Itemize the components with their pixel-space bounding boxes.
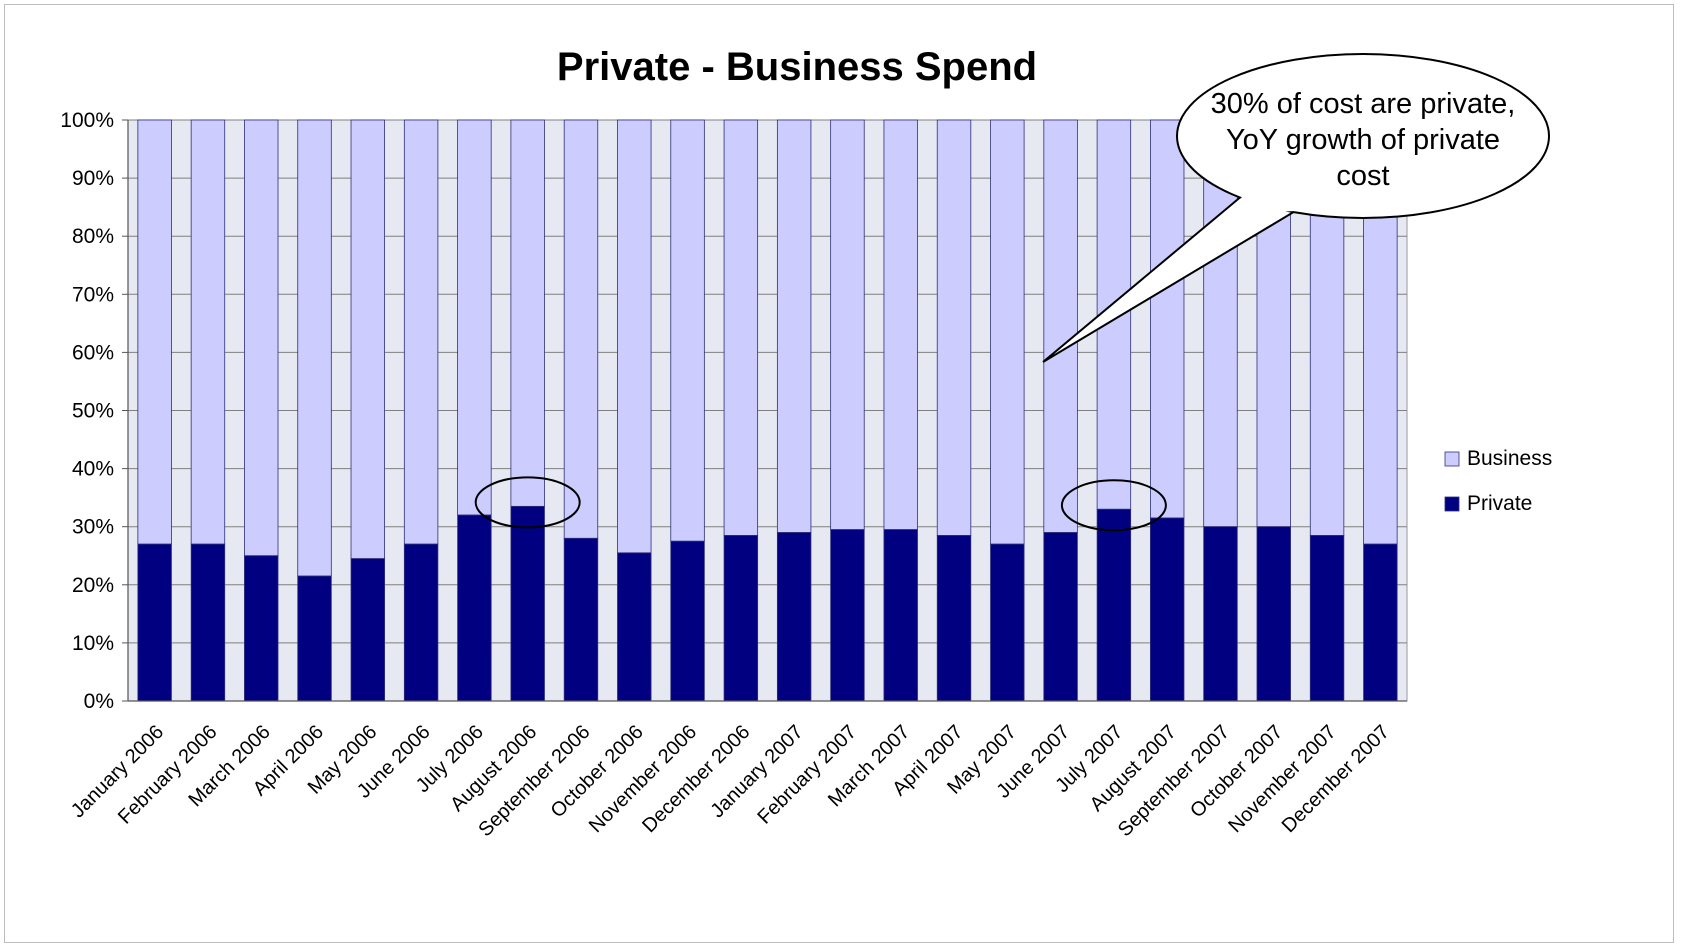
bar-private	[510, 505, 545, 702]
bar-business	[617, 119, 652, 554]
bar-private	[830, 529, 865, 702]
y-tick-label: 70%	[72, 283, 114, 306]
y-tick-label: 40%	[72, 458, 114, 481]
bar-business	[137, 119, 172, 545]
y-tick-label: 60%	[72, 341, 114, 364]
bar-private	[457, 514, 492, 702]
bar-business	[936, 119, 972, 536]
legend: Business Private	[1444, 447, 1552, 515]
bar-private	[190, 543, 226, 702]
bar-business	[830, 119, 865, 531]
bar-business	[670, 119, 705, 542]
legend-label: Business	[1467, 447, 1552, 470]
x-tick-label: January 2007	[706, 721, 807, 822]
bar-business	[883, 119, 918, 531]
bar-private	[883, 529, 918, 702]
callout-bubble	[1176, 53, 1550, 219]
bar-private	[1203, 526, 1238, 702]
bar-business	[350, 119, 385, 560]
bar-private	[670, 540, 705, 702]
bar-business	[403, 119, 439, 545]
bar-private	[244, 555, 279, 702]
bar-private	[1096, 508, 1132, 702]
bar-private	[1043, 532, 1078, 702]
bar-private	[350, 558, 385, 702]
bar-private	[617, 552, 652, 702]
bar-business	[990, 119, 1025, 545]
bar-private	[563, 537, 599, 702]
chart-svg: Private - Business Spend 0% 10% 20% 30% 40% 5…	[60, 45, 1552, 841]
callout-seam	[1221, 193, 1295, 215]
plot-area	[127, 119, 1408, 702]
bar-business	[297, 119, 332, 577]
y-tick-label: 30%	[72, 516, 114, 539]
callout-text-line: YoY growth of private	[1226, 124, 1500, 156]
bar-business	[457, 119, 492, 516]
bar-business	[244, 119, 279, 557]
highlight-ellipse	[474, 476, 581, 529]
y-tick-label: 90%	[72, 167, 114, 190]
x-tick-label: October 2007	[1186, 721, 1287, 822]
chart-title: Private - Business Spend	[557, 45, 1037, 89]
bar-private	[723, 535, 759, 702]
y-tick-label: 20%	[72, 574, 114, 597]
bar-private	[990, 543, 1025, 702]
bar-private	[137, 543, 172, 702]
legend-swatch	[1444, 451, 1460, 467]
bar-private	[297, 575, 332, 702]
bar-business	[510, 119, 545, 507]
bar-private	[1150, 517, 1185, 702]
bar-business	[1043, 119, 1078, 533]
highlight-ellipse	[1060, 479, 1167, 532]
x-tick-label: October 2006	[547, 721, 648, 822]
y-tick-label: 0%	[84, 690, 114, 713]
x-tick-label: January 2006	[67, 721, 168, 822]
y-tick-label: 100%	[60, 109, 114, 132]
chart-frame: Private - Business Spend 0% 10% 20% 30% 40% 5…	[4, 4, 1674, 943]
y-tick-label: 80%	[72, 225, 114, 248]
bar-business	[563, 119, 599, 539]
y-tick-label: 10%	[72, 632, 114, 655]
legend-label: Private	[1467, 492, 1532, 515]
callout-text-line: cost	[1336, 160, 1389, 192]
y-tick-label: 50%	[72, 400, 114, 423]
bar-private	[936, 535, 972, 702]
annotations: 30% of cost are private, YoY growth of pr…	[474, 53, 1550, 532]
callout-text-line: 30% of cost are private,	[1211, 88, 1516, 120]
bar-private	[1363, 543, 1398, 702]
bar-business	[776, 119, 812, 533]
bar-private	[403, 543, 439, 702]
bar-business	[723, 119, 759, 536]
y-axis: 0% 10% 20% 30% 40% 50% 60% 70% 80% 90% 100%	[60, 109, 128, 713]
bar-private	[1309, 535, 1345, 702]
bar-business	[190, 119, 226, 545]
bar-private	[1256, 526, 1291, 702]
bar-private	[776, 532, 812, 702]
bar-business	[1150, 119, 1185, 519]
legend-swatch	[1444, 496, 1460, 512]
